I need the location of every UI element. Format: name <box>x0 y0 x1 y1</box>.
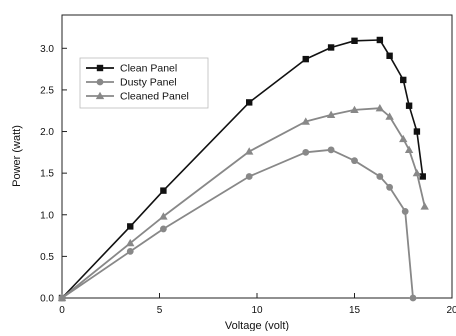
series-layer <box>57 36 429 302</box>
series-line-dusty-panel <box>61 148 414 299</box>
data-point-dusty-panel <box>302 148 310 156</box>
data-point-dusty-panel <box>160 225 167 233</box>
series-dusty-panel <box>58 146 417 302</box>
data-point-clean-panel <box>160 187 167 194</box>
data-point-cleaned-panel <box>375 104 385 112</box>
data-point-cleaned-panel <box>404 145 414 153</box>
data-point-cleaned-panel <box>420 202 429 210</box>
data-point-cleaned-panel <box>412 168 422 177</box>
legend-entry-clean-panel: Clean Panel <box>86 63 177 75</box>
data-point-clean-panel <box>351 37 358 45</box>
data-point-cleaned-panel <box>326 110 336 119</box>
legend-label: Cleaned Panel <box>120 91 189 103</box>
data-point-dusty-panel <box>386 183 393 191</box>
data-point-cleaned-panel <box>57 293 67 302</box>
data-point-clean-panel <box>246 99 253 106</box>
data-point-cleaned-panel <box>126 238 135 247</box>
legend-entry-cleaned-panel: Cleaned Panel <box>86 91 189 103</box>
y-tick-label: 3.0 <box>40 44 54 55</box>
x-tick-label: 10 <box>251 305 263 316</box>
x-tick-label: 0 <box>59 305 65 316</box>
legend-entry-dusty-panel: Dusty Panel <box>86 77 177 89</box>
y-tick-label: 1.0 <box>40 210 54 221</box>
data-point-dusty-panel <box>401 208 409 215</box>
data-point-cleaned-panel <box>350 105 359 114</box>
data-point-dusty-panel <box>351 157 358 165</box>
data-point-clean-panel <box>405 102 413 109</box>
data-point-clean-panel <box>400 76 407 84</box>
data-point-cleaned-panel <box>301 117 310 125</box>
legend-label: Dusty Panel <box>120 77 177 89</box>
y-tick-label: 0.5 <box>40 252 54 263</box>
x-tick-label: 5 <box>157 305 163 316</box>
data-point-dusty-panel <box>327 146 335 154</box>
plot-frame <box>61 14 453 299</box>
y-tick-label: 0.0 <box>40 294 54 305</box>
y-tick-label: 2.0 <box>40 127 54 138</box>
data-point-cleaned-panel <box>399 134 408 143</box>
data-point-clean-panel <box>327 44 335 51</box>
data-point-clean-panel <box>127 223 134 230</box>
legend-swatch-marker <box>95 91 105 100</box>
data-point-clean-panel <box>302 55 309 63</box>
x-tick-label: 15 <box>349 305 361 316</box>
data-point-cleaned-panel <box>159 212 168 220</box>
data-point-clean-panel <box>386 52 393 59</box>
y-axis-ticks: 0.0 0.5 1.0 1.5 2.0 2.5 3.0 <box>40 44 67 305</box>
series-line-cleaned-panel <box>61 107 426 299</box>
data-point-clean-panel <box>419 173 426 180</box>
x-axis-label: Voltage (volt) <box>225 320 289 331</box>
legend-swatch-marker <box>96 78 104 86</box>
x-axis-ticks: 0 5 10 15 20 <box>59 293 456 316</box>
data-point-dusty-panel <box>126 247 134 255</box>
y-tick-label: 1.5 <box>40 169 54 180</box>
legend-swatch-marker <box>96 64 104 72</box>
legend: Clean Panel Dusty Panel Cleaned Panel <box>79 57 209 109</box>
data-point-clean-panel <box>376 36 384 44</box>
data-point-cleaned-panel <box>385 112 394 120</box>
data-point-dusty-panel <box>409 294 417 302</box>
data-point-cleaned-panel <box>245 147 254 155</box>
legend-label: Clean Panel <box>120 63 177 75</box>
series-cleaned-panel <box>57 104 429 302</box>
data-point-dusty-panel <box>376 173 384 180</box>
x-tick-label: 20 <box>446 305 456 316</box>
data-point-clean-panel <box>413 128 421 135</box>
y-tick-label: 2.5 <box>40 85 54 96</box>
data-point-dusty-panel <box>245 173 253 180</box>
y-axis-label: Power (watt) <box>11 125 23 187</box>
